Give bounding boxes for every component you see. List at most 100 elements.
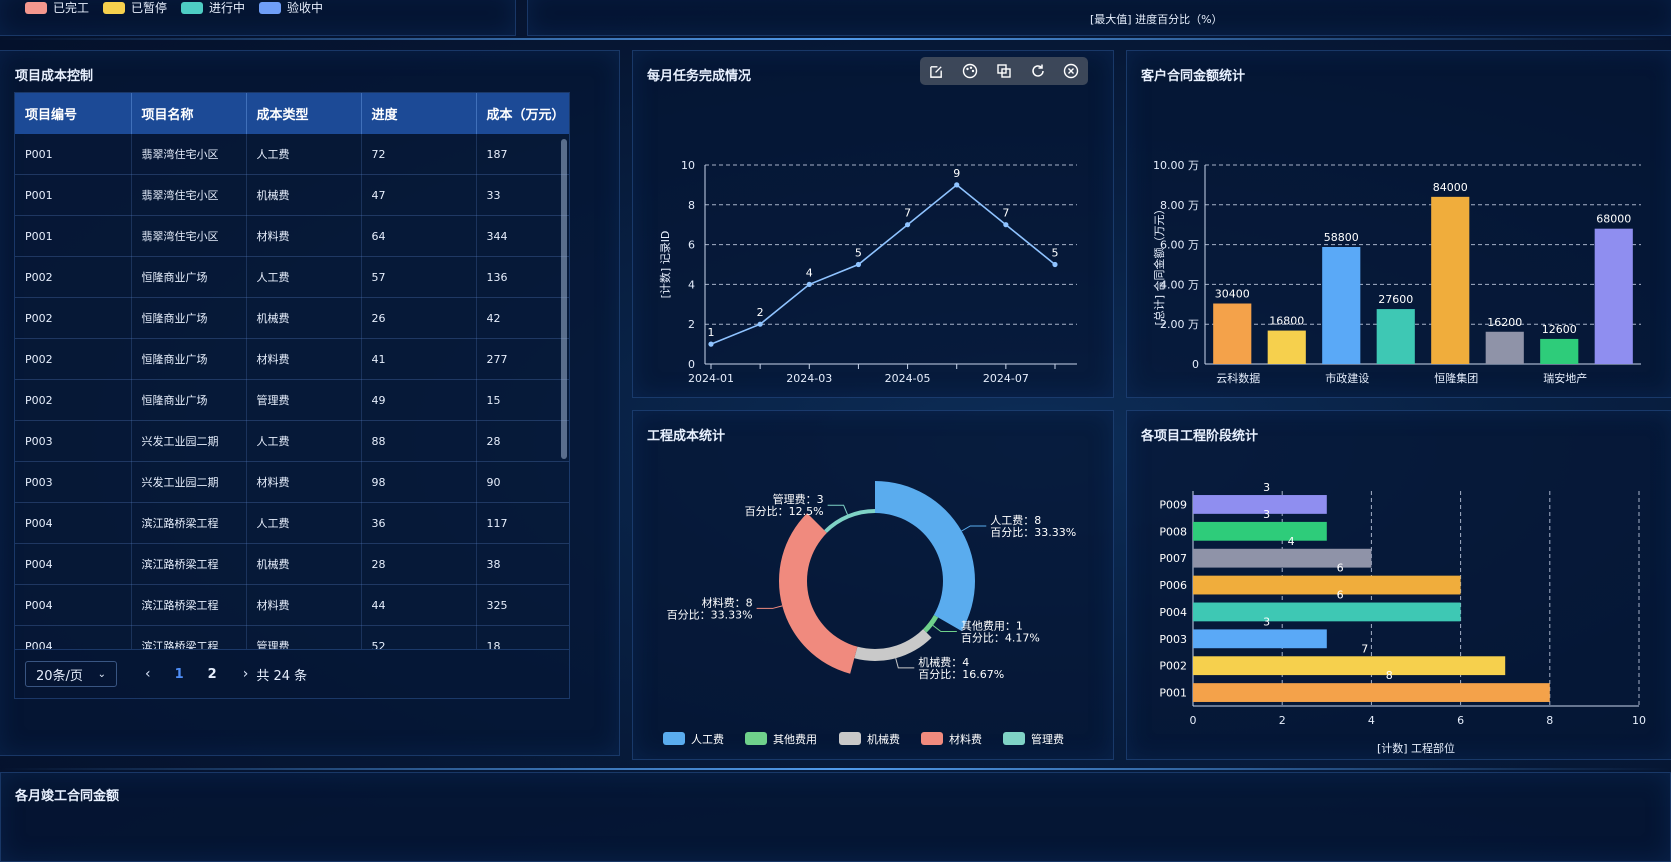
bar-value-label: 27600 [1378,293,1413,306]
table-cell: P004 [15,502,132,544]
table-cell: P001 [15,215,132,257]
chart-toolbar [920,57,1088,85]
data-label: 9 [953,167,960,180]
close-icon[interactable] [1062,62,1080,80]
column-header[interactable]: 成本类型 [246,93,362,134]
table-cell: 兴发工业园二期 [131,420,247,462]
column-header[interactable]: 项目编号 [15,93,132,134]
table-cell: 翡翠湾住宅小区 [131,174,247,216]
table-cell: 47 [361,174,477,216]
table-row[interactable]: P004 滨江路桥梁工程 材料费 44 325 [15,584,569,626]
pagination: 20条/页 ⌄ ‹ 1 2 › 共 24 条 [14,650,570,699]
table-scrollbar[interactable] [561,139,567,459]
progress-axis-caption: [最大值] 进度百分比（%） [1090,13,1223,26]
legend-label: 进行中 [209,1,246,15]
project-stage-panel: 各项目工程阶段统计 0 2 4 6 8 10 [计数] 工程部位 P009 3 P008 3 P007… [1126,410,1671,760]
donut-slice [779,513,858,674]
copy-icon[interactable] [995,62,1013,80]
table-row[interactable]: P004 滨江路桥梁工程 管理费 52 18 [15,625,569,649]
table-row[interactable]: P001 翡翠湾住宅小区 人工费 72 187 [15,134,569,175]
table-header-row: 项目编号 项目名称 成本类型 进度 成本（万元） [15,93,569,134]
x-tick-label: 2024-05 [885,372,931,385]
table-cell: 恒隆商业广场 [131,338,247,380]
y-axis-title: [总计] 合同金额（万元） [1152,203,1166,325]
table-cell: 15 [476,379,569,421]
table-cell: 88 [361,420,477,462]
y-tick-label: P008 [1159,525,1187,538]
panel-title: 客户合同金额统计 [1141,69,1246,84]
bar [1193,656,1506,676]
panel-title: 各项目工程阶段统计 [1141,429,1259,444]
data-label: 1 [708,326,715,339]
x-tick-label: 市政建设 [1325,371,1369,385]
status-legend: 已完工 已暂停 进行中 验收中 [25,0,323,16]
data-point [1052,261,1058,268]
x-tick-label: 4 [1368,714,1375,727]
y-tick-label: 4 [688,278,695,291]
slice-label: 材料费：8 [702,595,753,609]
table-cell: 恒隆商业广场 [131,256,247,298]
y-tick-label: 10.00 万 [1153,159,1199,172]
legend-label: 人工费 [691,733,724,746]
bar-value-label: 30400 [1215,288,1250,301]
data-label: 4 [806,266,813,279]
legend-swatch [663,732,685,745]
table-row[interactable]: P003 兴发工业园二期 材料费 98 90 [15,461,569,503]
table-row[interactable]: P002 恒隆商业广场 材料费 41 277 [15,338,569,380]
data-label: 2 [757,306,764,319]
table-row[interactable]: P002 恒隆商业广场 机械费 26 42 [15,297,569,339]
contract-bar-chart: 0 2.00 万 4.00 万 6.00 万 8.00 万 10.00 万 [总计] 合同金… [1152,159,1641,385]
x-axis-title: [计数] 工程部位 [1377,741,1455,755]
table-cell: 材料费 [246,461,362,503]
label-leader [756,605,783,609]
table-cell: P004 [15,584,132,626]
table-row[interactable]: P001 翡翠湾住宅小区 材料费 64 344 [15,215,569,257]
bar [1193,495,1327,514]
table-cell: 机械费 [246,174,362,216]
label-leader [932,625,957,633]
table-cell: 滨江路桥梁工程 [131,502,247,544]
palette-icon[interactable] [961,62,979,80]
page-button-1[interactable]: 1 [174,666,184,682]
table-row[interactable]: P003 兴发工业园二期 人工费 88 28 [15,420,569,462]
table-row[interactable]: P001 翡翠湾住宅小区 机械费 47 33 [15,174,569,216]
column-header[interactable]: 成本（万元） [476,93,569,134]
table-row[interactable]: P002 恒隆商业广场 管理费 49 15 [15,379,569,421]
legend-swatch [103,1,126,14]
slice-percent: 百分比：4.17% [961,632,1040,645]
next-page-icon[interactable]: › [242,666,249,682]
table-cell: P002 [15,338,132,380]
monthly-task-panel: 每月任务完成情况 0 2 4 6 8 10 2024-01 2024-03 2024-05 202… [632,50,1114,398]
y-tick-label: 0 [688,358,695,371]
column-header[interactable]: 进度 [361,93,477,134]
table-cell: 恒隆商业广场 [131,379,247,421]
data-point [806,281,812,287]
page-size-select[interactable]: 20条/页 ⌄ [25,661,117,687]
panel-title: 项目成本控制 [15,69,94,84]
edit-icon[interactable] [928,62,946,80]
table-row[interactable]: P002 恒隆商业广场 人工费 57 136 [15,256,569,298]
bar-value-label: 7 [1361,642,1368,655]
refresh-icon[interactable] [1029,62,1047,80]
slice-percent: 百分比：33.33% [667,608,753,621]
table-cell: 18 [476,625,569,649]
table-row[interactable]: P004 滨江路桥梁工程 人工费 36 117 [15,502,569,544]
table-cell: 52 [361,625,477,649]
table-row[interactable]: P004 滨江路桥梁工程 机械费 28 38 [15,543,569,585]
bar-value-label: 3 [1263,508,1270,521]
donut-slice [824,509,875,533]
table-cell: 兴发工业园二期 [131,461,247,503]
bar [1376,309,1415,364]
column-header[interactable]: 项目名称 [131,93,247,134]
page-button-2[interactable]: 2 [207,666,217,682]
bar [1193,629,1327,649]
table-cell: P001 [15,174,132,216]
y-tick-label: 2 [688,318,695,331]
legend-label: 已完工 [53,1,90,15]
cost-table: 项目编号 项目名称 成本类型 进度 成本（万元） P001 翡翠湾住宅小区 人工费 7… [14,92,570,650]
bar-value-label: 4 [1288,535,1295,548]
prev-page-icon[interactable]: ‹ [145,666,151,682]
legend-label: 其他费用 [773,733,817,746]
y-tick-label: 4.00 万 [1160,278,1199,291]
data-point [904,222,911,228]
